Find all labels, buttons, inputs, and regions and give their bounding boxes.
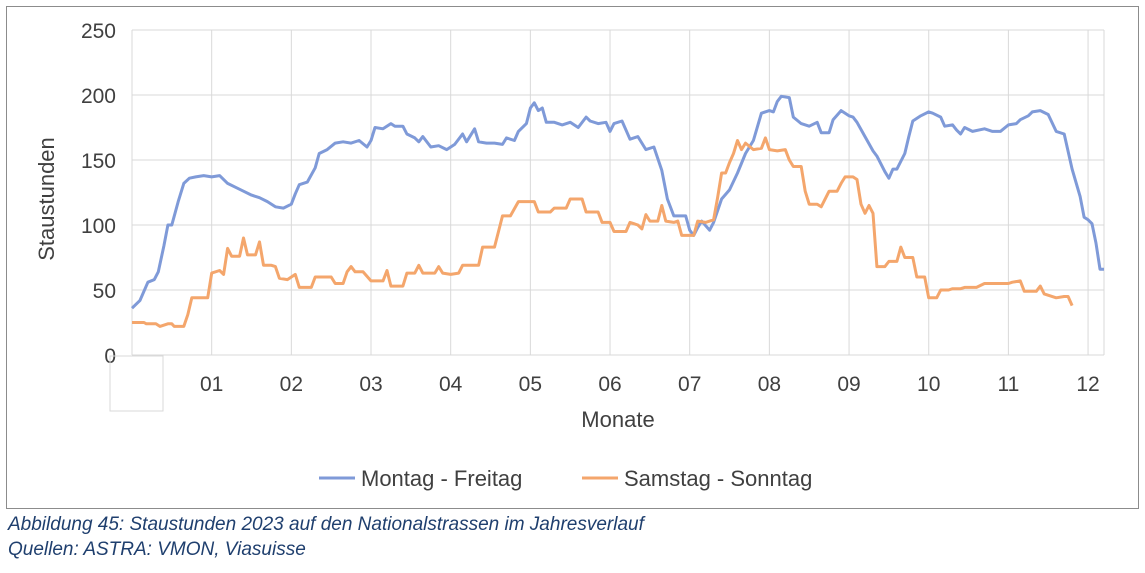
x-tick-label: 09 (837, 373, 860, 396)
x-tick-label: 05 (519, 373, 542, 396)
y-axis-title: Staustunden (34, 137, 59, 261)
x-tick-label: 02 (280, 373, 303, 396)
axis-corner-box (109, 355, 164, 412)
y-tick-label: 100 (81, 215, 116, 238)
figure-caption: Abbildung 45: Staustunden 2023 auf den N… (8, 514, 644, 535)
x-tick-label: 03 (359, 373, 382, 396)
y-tick-label: 50 (93, 280, 116, 303)
x-tick-label: 08 (758, 373, 781, 396)
y-tick-label: 150 (81, 150, 116, 173)
y-tick-label: 250 (81, 20, 116, 43)
figure-source: Quellen: ASTRA: VMON, Viasuisse (8, 539, 306, 560)
legend-label-weekday: Montag - Freitag (361, 466, 522, 491)
series-line-weekend (132, 136, 1074, 328)
x-tick-label: 07 (678, 373, 701, 396)
x-tick-label: 01 (200, 373, 223, 396)
x-tick-label: 10 (917, 373, 940, 396)
x-tick-label: 11 (997, 373, 1019, 396)
x-tick-label: 06 (598, 373, 621, 396)
x-tick-label: 04 (439, 373, 463, 396)
y-tick-label: 200 (81, 85, 116, 108)
series-lines (130, 94, 1104, 328)
legend: Montag - Freitag Samstag - Sonntag (319, 466, 812, 491)
series-line-weekday (130, 94, 1104, 310)
x-tick-label: 12 (1076, 373, 1099, 396)
chart-frame: 0 50 100 150 200 250 01 02 03 04 05 06 07 08 09 10 11 12… (6, 6, 1139, 509)
gridlines (131, 29, 1105, 356)
x-axis-title: Monate (581, 407, 654, 432)
x-axis-ticks: 01 02 03 04 05 06 07 08 09 10 11 12 (200, 373, 1100, 396)
legend-label-weekend: Samstag - Sonntag (624, 466, 812, 491)
